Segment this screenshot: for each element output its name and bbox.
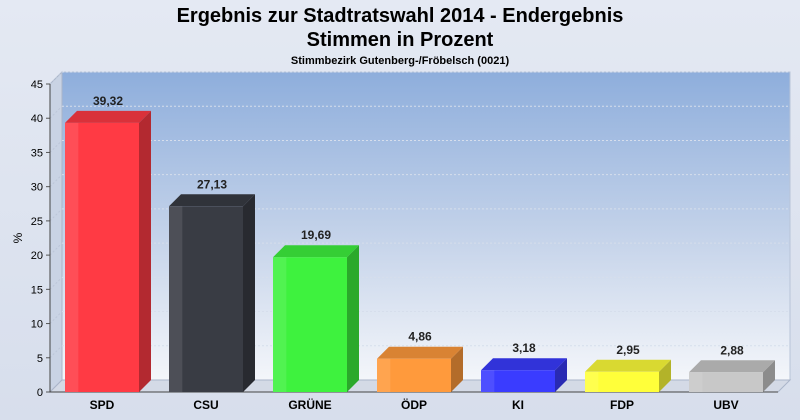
bar-top bbox=[585, 359, 671, 372]
y-tick-label: 35 bbox=[31, 147, 43, 159]
bar-front bbox=[273, 257, 347, 392]
chart-title: Ergebnis zur Stadtratswahl 2014 - Enderg… bbox=[176, 5, 624, 27]
y-tick-label: 25 bbox=[31, 216, 43, 228]
y-tick-label: 5 bbox=[37, 353, 43, 365]
left-wall bbox=[49, 70, 63, 394]
bar-top bbox=[273, 245, 359, 258]
bar-top bbox=[689, 360, 775, 373]
bar-highlight bbox=[689, 372, 703, 392]
gridline-side bbox=[49, 242, 63, 256]
data-label: 3,18 bbox=[512, 341, 536, 355]
data-label: 19,69 bbox=[301, 228, 331, 242]
gridline-side bbox=[49, 105, 63, 119]
x-tick-label: GRÜNE bbox=[288, 397, 331, 412]
y-tick-label: 15 bbox=[31, 284, 43, 296]
bar-top bbox=[65, 110, 151, 123]
bar-grüne bbox=[273, 245, 359, 392]
x-tick-label: UBV bbox=[713, 398, 738, 412]
y-tick-label: 30 bbox=[31, 182, 43, 194]
bar-front bbox=[169, 206, 243, 392]
bar-side bbox=[139, 110, 151, 393]
bar-side bbox=[451, 346, 463, 392]
bar-front bbox=[481, 370, 555, 392]
bar-highlight bbox=[65, 122, 79, 393]
bar-highlight bbox=[377, 358, 391, 392]
bar-highlight bbox=[585, 371, 599, 392]
bar-highlight bbox=[169, 206, 183, 392]
bar-ödp bbox=[377, 346, 463, 392]
bar-top bbox=[377, 346, 463, 359]
x-tick-label: FDP bbox=[610, 398, 634, 412]
y-tick-label: 20 bbox=[31, 250, 43, 262]
data-label: 27,13 bbox=[197, 177, 227, 191]
data-label: 2,88 bbox=[720, 343, 744, 357]
gridline-side bbox=[49, 71, 63, 85]
y-tick-label: 45 bbox=[31, 79, 43, 91]
bar-side bbox=[659, 359, 671, 392]
data-label: 4,86 bbox=[408, 330, 432, 344]
y-axis-label: % bbox=[11, 232, 25, 243]
x-tick-label: ÖDP bbox=[401, 397, 427, 412]
gridline-side bbox=[49, 174, 63, 188]
bar-side bbox=[347, 245, 359, 392]
bar-ubv bbox=[689, 360, 775, 392]
bar-side bbox=[555, 358, 567, 392]
x-tick-label: CSU bbox=[193, 398, 218, 412]
bar-front bbox=[585, 371, 659, 392]
bar-front bbox=[377, 358, 451, 392]
chart-subtitle: Stimmbezirk Gutenberg-/Fröbelsch (0021) bbox=[290, 55, 510, 67]
gridline-side bbox=[49, 140, 63, 153]
bar-top bbox=[169, 194, 255, 207]
y-tick-label: 40 bbox=[31, 113, 43, 125]
bar-front bbox=[689, 372, 763, 392]
gridline-side bbox=[49, 311, 63, 324]
bar-fdp bbox=[585, 359, 671, 392]
y-tick-label: 10 bbox=[31, 319, 43, 331]
x-tick-label: SPD bbox=[90, 398, 115, 412]
gridline-side bbox=[49, 276, 63, 290]
y-tick-label: 0 bbox=[37, 387, 43, 399]
bar-front bbox=[65, 122, 139, 393]
bar-highlight bbox=[273, 257, 287, 392]
bar-side bbox=[763, 360, 775, 392]
bar-spd bbox=[65, 110, 151, 393]
data-label: 39,32 bbox=[93, 94, 123, 108]
gridline-side bbox=[49, 208, 63, 222]
x-tick-label: KI bbox=[512, 398, 524, 412]
bar-top bbox=[481, 358, 567, 371]
gridline-side bbox=[49, 345, 63, 359]
bar-ki bbox=[481, 358, 567, 392]
chart-title-line-2: Stimmen in Prozent bbox=[306, 29, 494, 51]
bar-highlight bbox=[481, 370, 495, 392]
bar-csu bbox=[169, 194, 255, 392]
bar-side bbox=[243, 194, 255, 392]
data-label: 2,95 bbox=[616, 343, 640, 357]
